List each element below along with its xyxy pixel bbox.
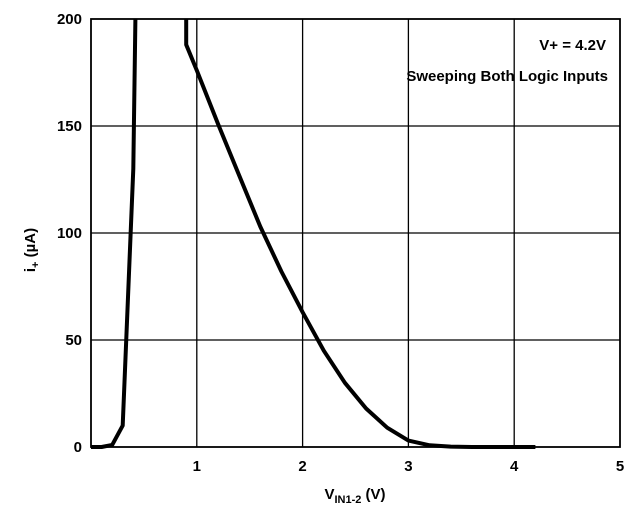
x-axis-label-subscript: IN1-2 [334,494,361,506]
y-axis-label-subscript: + [30,262,42,268]
x-tick-label-1: 1 [193,458,201,475]
plot-frame [90,18,621,448]
x-tick-label-5: 5 [616,458,624,475]
series-group [91,18,536,449]
y-tick-label-200: 200 [57,11,82,28]
y-axis-label-unit: (µA) [22,228,39,262]
series-line-1 [91,18,138,449]
series-line-2 [184,19,536,449]
y-axis-label: i+ (µA) [22,228,42,272]
y-tick-label-100: 100 [57,225,82,242]
x-tick-label-3: 3 [404,458,412,475]
x-axis-label: VIN1-2 (V) [324,486,385,506]
x-tick-label-2: 2 [298,458,306,475]
y-tick-label-50: 50 [65,332,82,349]
y-tick-label-150: 150 [57,118,82,135]
x-tick-label-4: 4 [510,458,519,475]
y-tick-label-0: 0 [74,439,82,456]
annotation-supply-voltage: V+ = 4.2V [539,37,606,54]
x-axis-label-unit: (V) [361,486,385,503]
x-axis-label-main: V [324,486,334,503]
y-axis-label-main: i [22,268,39,272]
annotation-sweep-condition: Sweeping Both Logic Inputs [406,68,608,85]
grid [91,19,620,447]
